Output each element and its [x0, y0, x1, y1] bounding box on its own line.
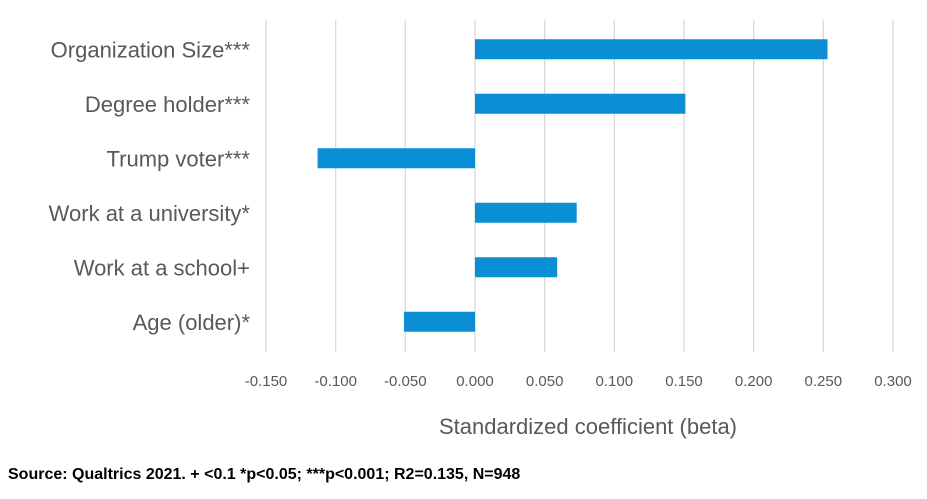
- bar: [475, 93, 686, 114]
- x-axis-title: Standardized coefficient (beta): [439, 414, 737, 439]
- x-tick-label: 0.300: [874, 373, 912, 390]
- coefficient-bar-chart: Organization Size*** Degree holder*** Trum…: [49, 20, 912, 439]
- x-tick-label: 0.200: [735, 373, 773, 390]
- bar: [317, 148, 475, 169]
- tick-labels: -0.150 -0.100 -0.050 0.000 0.050 0.100 0.150 0.…: [245, 373, 912, 390]
- category-label: Age (older)*: [133, 310, 251, 335]
- bar: [403, 311, 475, 332]
- bars: [317, 39, 828, 332]
- bar: [475, 257, 558, 278]
- x-tick-label: -0.150: [245, 373, 288, 390]
- category-label: Degree holder***: [85, 92, 251, 117]
- x-tick-label: 0.250: [805, 373, 843, 390]
- x-tick-label: 0.100: [596, 373, 634, 390]
- x-tick-label: -0.100: [314, 373, 357, 390]
- bar: [475, 39, 828, 60]
- category-label: Work at a university*: [49, 201, 251, 226]
- gridlines: [265, 20, 894, 352]
- category-label: Work at a school+: [74, 255, 250, 280]
- category-labels: Organization Size*** Degree holder*** Trum…: [49, 37, 251, 335]
- category-label: Organization Size***: [51, 37, 251, 62]
- x-tick-label: 0.150: [665, 373, 703, 390]
- source-footnote: Source: Qualtrics 2021. + <0.1 *p<0.05; …: [8, 466, 521, 483]
- x-tick-label: 0.000: [456, 373, 494, 390]
- x-tick-label: -0.050: [384, 373, 427, 390]
- x-tick-label: 0.050: [526, 373, 564, 390]
- bar: [475, 202, 577, 223]
- category-label: Trump voter***: [107, 146, 251, 171]
